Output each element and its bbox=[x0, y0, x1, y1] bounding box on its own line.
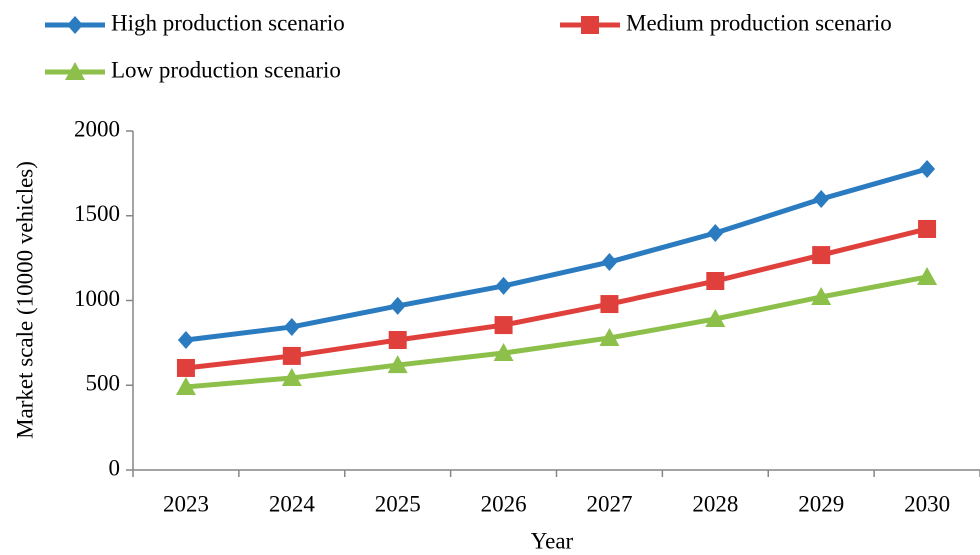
data-point bbox=[177, 330, 194, 349]
data-point bbox=[705, 308, 726, 327]
data-point bbox=[812, 246, 831, 265]
data-point bbox=[599, 327, 620, 346]
x-tick-label: 2024 bbox=[269, 491, 316, 516]
data-point bbox=[600, 295, 619, 314]
x-tick-label: 2030 bbox=[904, 491, 950, 516]
y-axis-title: Market scale (10000 vehicles) bbox=[12, 161, 37, 439]
data-point bbox=[282, 346, 301, 365]
x-tick-label: 2027 bbox=[586, 491, 632, 516]
x-axis-title: Year bbox=[531, 528, 574, 553]
x-tick-label: 2026 bbox=[481, 491, 527, 516]
data-point bbox=[387, 355, 408, 374]
y-tick-label: 1000 bbox=[74, 286, 120, 311]
data-point bbox=[495, 276, 512, 295]
data-point bbox=[707, 224, 724, 243]
series-line bbox=[185, 166, 928, 343]
data-point bbox=[176, 358, 195, 377]
data-point bbox=[811, 286, 832, 305]
data-point bbox=[389, 296, 406, 315]
x-tick-label: 2028 bbox=[692, 491, 738, 516]
x-tick-label: 2029 bbox=[798, 491, 844, 516]
legend-marker bbox=[65, 62, 85, 80]
y-tick-label: 1500 bbox=[74, 201, 120, 226]
legend-marker bbox=[581, 16, 599, 34]
y-tick-label: 2000 bbox=[74, 116, 120, 141]
data-point bbox=[281, 367, 302, 386]
legend-label: High production scenario bbox=[111, 10, 345, 35]
data-point bbox=[175, 376, 196, 395]
y-tick-label: 500 bbox=[86, 371, 121, 396]
legend-label: Low production scenario bbox=[111, 57, 341, 82]
data-point bbox=[283, 317, 300, 336]
data-point bbox=[706, 272, 725, 291]
data-point bbox=[493, 343, 514, 362]
series-line bbox=[185, 274, 928, 390]
data-point bbox=[388, 330, 407, 349]
data-point bbox=[919, 159, 936, 178]
legend-marker bbox=[67, 16, 83, 34]
data-point bbox=[494, 316, 513, 335]
data-point bbox=[813, 189, 830, 208]
data-point bbox=[917, 266, 938, 285]
data-point bbox=[601, 253, 618, 272]
legend-label: Medium production scenario bbox=[626, 10, 892, 35]
x-tick-label: 2023 bbox=[163, 491, 209, 516]
y-tick-label: 0 bbox=[109, 455, 121, 480]
data-point bbox=[918, 219, 937, 238]
series-line bbox=[185, 226, 928, 371]
x-tick-label: 2025 bbox=[375, 491, 421, 516]
